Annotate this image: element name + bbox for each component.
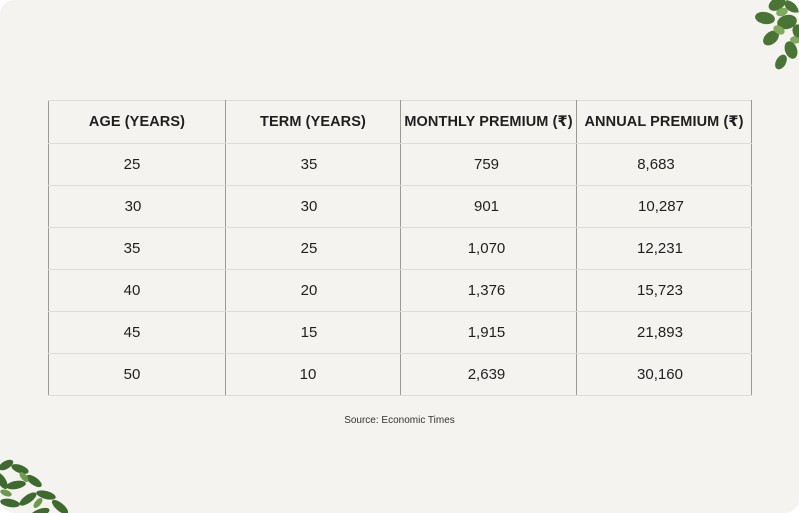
cell-term: 30 <box>225 185 401 228</box>
header-age: AGE (YEARS) <box>48 100 226 144</box>
cell-annual-premium: 15,723 <box>576 269 752 312</box>
table-row: 35 25 1,070 12,231 <box>48 227 752 270</box>
cell-monthly-premium: 1,376 <box>400 269 577 312</box>
premium-table: AGE (YEARS) TERM (YEARS) MONTHLY PREMIUM… <box>48 100 752 396</box>
cell-term: 35 <box>225 143 401 186</box>
cell-monthly-premium: 2,639 <box>400 353 577 396</box>
table-row: 45 15 1,915 21,893 <box>48 311 752 354</box>
cell-term: 20 <box>225 269 401 312</box>
cell-term: 10 <box>225 353 401 396</box>
cell-age: 30 <box>48 185 226 228</box>
cell-term: 15 <box>225 311 401 354</box>
cell-annual-premium: 30,160 <box>576 353 752 396</box>
cell-annual-premium: 12,231 <box>576 227 752 270</box>
cell-age: 50 <box>48 353 226 396</box>
plant-decoration-bottom-left <box>0 459 69 513</box>
cell-monthly-premium: 759 <box>400 143 577 186</box>
cell-term: 25 <box>225 227 401 270</box>
header-annual-premium: ANNUAL PREMIUM (₹) <box>576 100 752 144</box>
cell-age: 45 <box>48 311 226 354</box>
cell-monthly-premium: 1,915 <box>400 311 577 354</box>
header-term: TERM (YEARS) <box>225 100 401 144</box>
cell-monthly-premium: 1,070 <box>400 227 577 270</box>
table-row: 40 20 1,376 15,723 <box>48 269 752 312</box>
table-row: 50 10 2,639 30,160 <box>48 353 752 396</box>
cell-annual-premium: 8,683 <box>576 143 752 186</box>
cell-monthly-premium: 901 <box>400 185 577 228</box>
plant-decoration-top-right <box>755 0 799 70</box>
table-row: 25 35 759 8,683 <box>48 143 752 186</box>
cell-age: 35 <box>48 227 226 270</box>
table-header-row: AGE (YEARS) TERM (YEARS) MONTHLY PREMIUM… <box>48 100 752 144</box>
cell-age: 40 <box>48 269 226 312</box>
cell-annual-premium: 10,287 <box>576 185 752 228</box>
table-row: 30 30 901 10,287 <box>48 185 752 228</box>
cell-annual-premium: 21,893 <box>576 311 752 354</box>
header-monthly-premium: MONTHLY PREMIUM (₹) <box>400 100 577 144</box>
source-caption: Source: Economic Times <box>344 415 455 426</box>
cell-age: 25 <box>48 143 226 186</box>
